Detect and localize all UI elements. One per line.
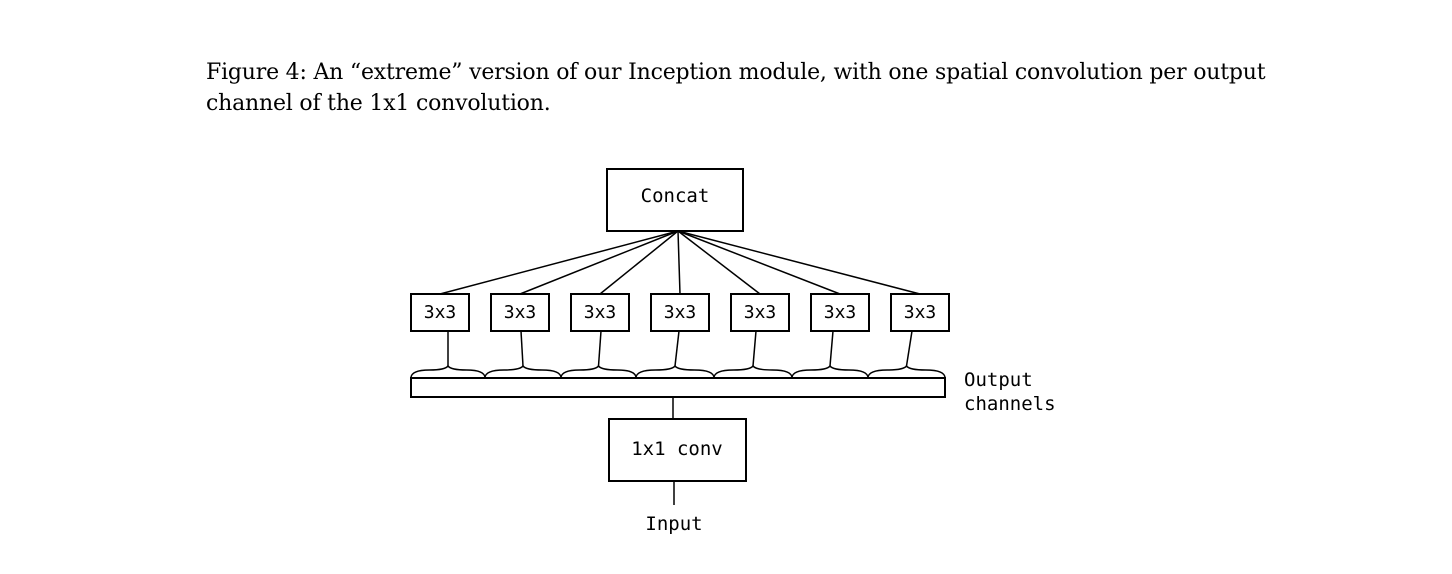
branch-label: 3x3 [824, 302, 857, 323]
concat-label: Concat [641, 185, 710, 207]
concat-connection-line [677, 230, 681, 295]
branch-label: 3x3 [424, 302, 457, 323]
branch-box [810, 293, 870, 332]
concat-node: Concat [606, 168, 744, 232]
branch-stem-line [674, 330, 680, 367]
branch-label: 3x3 [664, 302, 697, 323]
conv-box [608, 418, 747, 482]
branch-stem-line [752, 330, 757, 367]
channel-brace [635, 364, 715, 379]
input-label: Input [645, 513, 702, 535]
branch-stem-line [520, 330, 524, 367]
conv-node: 1x1 conv [608, 418, 747, 482]
output-channels-label-line2: channels [964, 393, 1056, 415]
channel-brace [484, 364, 562, 379]
branch-to-channel-connections [447, 330, 913, 367]
channel-brace [867, 364, 946, 379]
branch-label: 3x3 [744, 302, 777, 323]
branch-box [650, 293, 710, 332]
branch-box [410, 293, 470, 332]
output-channels-label-line1: Output [964, 369, 1033, 391]
channel-brace [713, 364, 793, 379]
branch-label: 3x3 [504, 302, 537, 323]
channel-brace [410, 364, 486, 379]
channel-braces [410, 364, 946, 379]
branch-node-3x3: 3x3 [730, 293, 790, 332]
concat-connection-line [677, 230, 841, 295]
branch-box [730, 293, 790, 332]
branch-node-3x3: 3x3 [650, 293, 710, 332]
branch-box [890, 293, 950, 332]
concat-connections [439, 230, 921, 295]
branch-node-3x3: 3x3 [810, 293, 870, 332]
branch-stem-line [829, 330, 834, 367]
concat-box [606, 168, 744, 232]
branch-node-3x3: 3x3 [410, 293, 470, 332]
branch-stem-line [597, 330, 602, 367]
figure-caption: Figure 4: An “extreme” version of our In… [206, 60, 1266, 116]
concat-connection-line [599, 230, 679, 295]
branch-box [570, 293, 630, 332]
concat-connection-line [439, 230, 679, 295]
branch-boxes: 3x3 3x3 3x3 3x3 3x3 3x3 3x3 [410, 293, 950, 332]
concat-connection-line [677, 230, 761, 295]
branch-box [490, 293, 550, 332]
branch-label: 3x3 [904, 302, 937, 323]
channel-brace [791, 364, 869, 379]
branch-label: 3x3 [584, 302, 617, 323]
concat-connection-line [519, 230, 679, 295]
branch-stem-line [905, 330, 913, 367]
conv-label: 1x1 conv [631, 438, 723, 460]
output-channels-bar [410, 377, 946, 398]
branch-node-3x3: 3x3 [490, 293, 550, 332]
branch-node-3x3: 3x3 [890, 293, 950, 332]
concat-connection-line [677, 230, 921, 295]
branch-node-3x3: 3x3 [570, 293, 630, 332]
channel-brace [560, 364, 637, 379]
